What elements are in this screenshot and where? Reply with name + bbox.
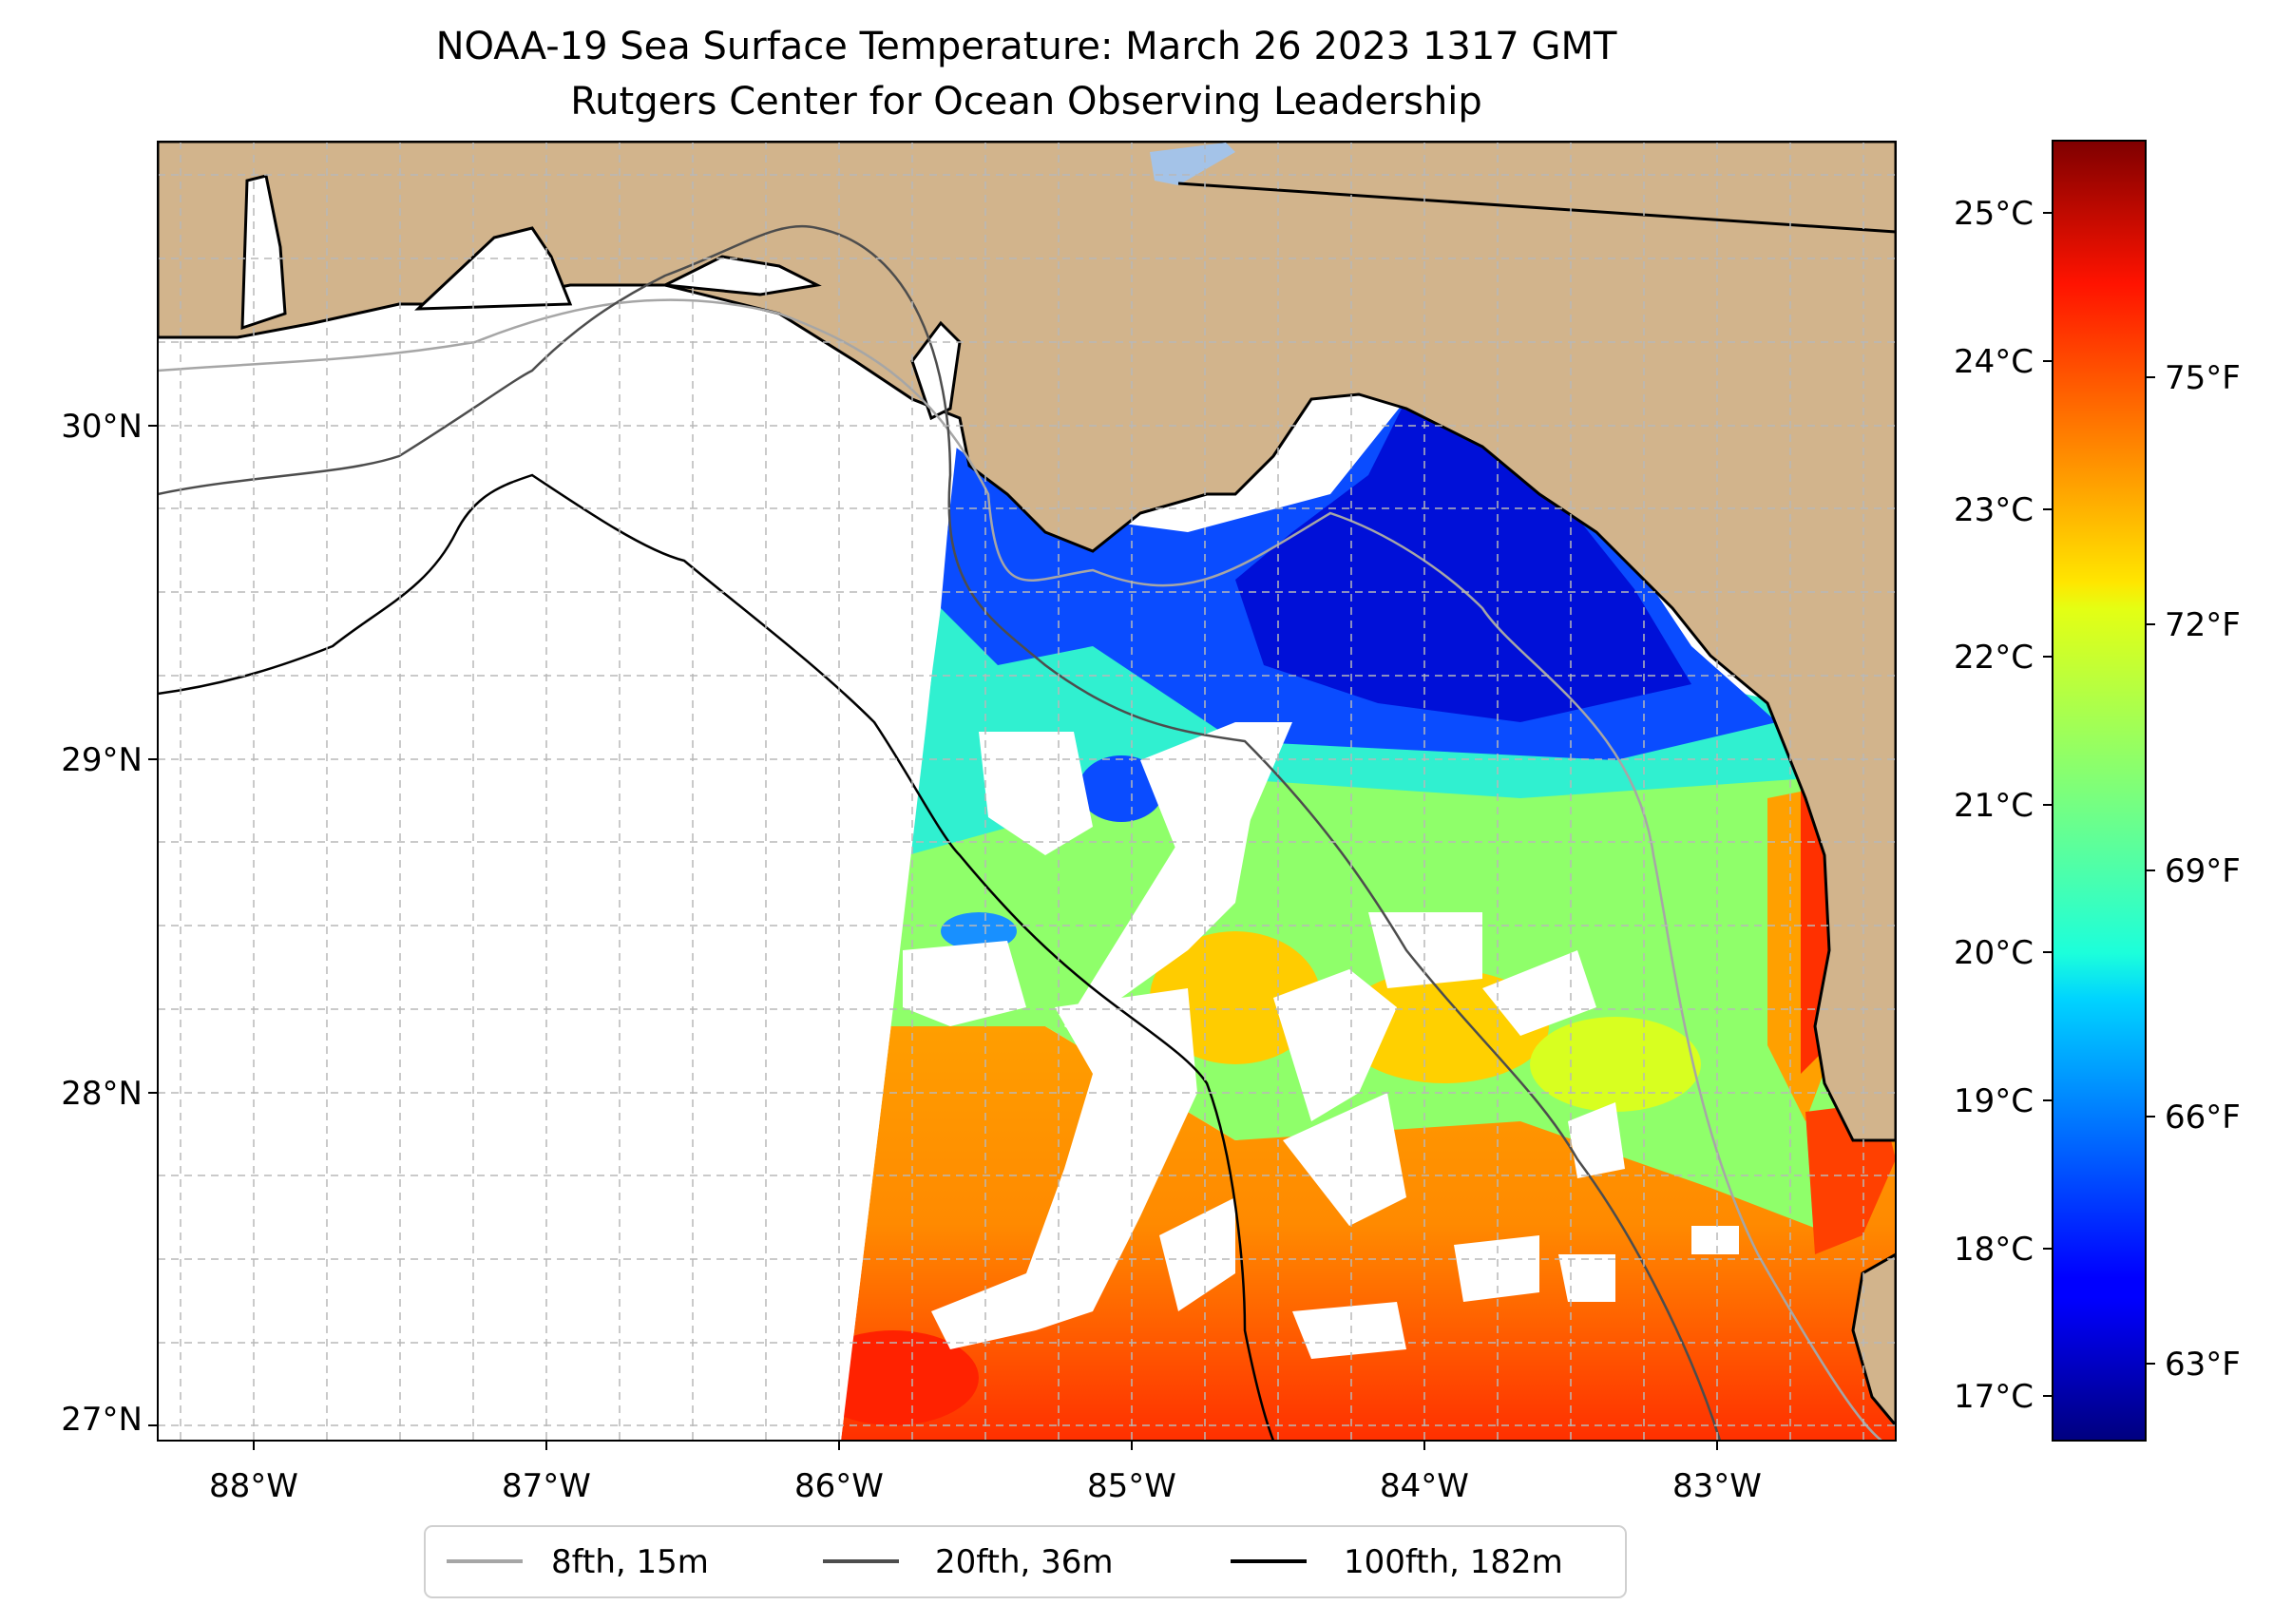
- celsius-label: 22°C: [1954, 639, 2034, 677]
- lat-label: 29°N: [61, 741, 143, 779]
- sst-cool-patch-1: [1079, 755, 1164, 822]
- land: [158, 142, 1896, 1428]
- lon-label: 86°W: [794, 1467, 884, 1505]
- isobaths: [158, 224, 1882, 1441]
- legend-label-100fth: 100fth, 182m: [1344, 1543, 1563, 1581]
- legend-label-20fth: 20fth, 36m: [935, 1543, 1114, 1581]
- celsius-label: 18°C: [1954, 1231, 2034, 1269]
- sst-warm-patch-3: [1530, 1017, 1701, 1112]
- colorbar: 25°C 24°C 23°C 22°C 21°C 20°C 19°C 18°C …: [1954, 140, 2241, 1442]
- celsius-label: 23°C: [1954, 491, 2034, 529]
- colorbar-gradient: [2052, 140, 2147, 1442]
- land-peninsula-south: [1851, 1252, 1896, 1428]
- celsius-label: 20°C: [1954, 934, 2034, 972]
- lon-labels: 88°W 87°W 86°W 85°W 84°W 83°W: [209, 1467, 1762, 1505]
- celsius-label: 17°C: [1954, 1378, 2034, 1416]
- fahrenheit-label: 66°F: [2165, 1099, 2241, 1137]
- celsius-label: 19°C: [1954, 1082, 2034, 1120]
- legend-label-8fth: 8fth, 15m: [551, 1543, 709, 1581]
- lon-label: 84°W: [1380, 1467, 1469, 1505]
- pensacola-bay: [414, 226, 573, 311]
- gridlines: [158, 142, 1896, 1441]
- sst-cool-patch-2: [941, 912, 1017, 950]
- map-frame: [157, 141, 1897, 1442]
- lon-label: 88°W: [209, 1467, 298, 1505]
- lat-label: 28°N: [61, 1075, 143, 1113]
- land-north-coast: [158, 142, 1896, 1142]
- lon-label: 85°W: [1087, 1467, 1176, 1505]
- choctawhatchee-bay: [659, 255, 822, 296]
- state-border: [1177, 182, 1896, 234]
- lat-label: 27°N: [61, 1401, 143, 1439]
- sst-warm-patch-1: [1150, 931, 1321, 1064]
- isobath-36m: [158, 224, 1722, 1441]
- fahrenheit-label: 63°F: [2165, 1346, 2241, 1384]
- lon-ticks: [253, 1441, 1718, 1450]
- legend-frame: [424, 1525, 1627, 1598]
- celsius-label: 25°C: [1954, 195, 2034, 233]
- sst-band-darkblue: [1235, 399, 1691, 722]
- isobath-15m: [158, 298, 1882, 1441]
- celsius-label: 21°C: [1954, 787, 2034, 825]
- lat-ticks: [148, 425, 158, 1426]
- fahrenheit-label: 75°F: [2165, 359, 2241, 397]
- celsius-axis: 25°C 24°C 23°C 22°C 21°C 20°C 19°C 18°C …: [1954, 195, 2053, 1416]
- isobath-legend: 8fth, 15m 20fth, 36m 100fth, 182m: [424, 1525, 1627, 1598]
- lat-label: 30°N: [61, 408, 143, 446]
- isobath-182m: [158, 473, 1275, 1441]
- title-line-1: NOAA-19 Sea Surface Temperature: March 2…: [436, 25, 1617, 68]
- celsius-label: 24°C: [1954, 343, 2034, 381]
- cloud-mask: [903, 722, 1739, 1359]
- apalachicola-bay: [910, 320, 962, 421]
- lon-label: 83°W: [1672, 1467, 1762, 1505]
- fahrenheit-axis: 75°F 72°F 69°F 66°F 63°F: [2146, 359, 2241, 1384]
- title-line-2: Rutgers Center for Ocean Observing Leade…: [570, 80, 1482, 124]
- map-panel: [158, 142, 1896, 1441]
- lat-labels: 30°N 29°N 28°N 27°N: [61, 408, 143, 1439]
- fahrenheit-label: 69°F: [2165, 852, 2241, 890]
- fahrenheit-label: 72°F: [2165, 606, 2241, 644]
- lon-label: 87°W: [502, 1467, 591, 1505]
